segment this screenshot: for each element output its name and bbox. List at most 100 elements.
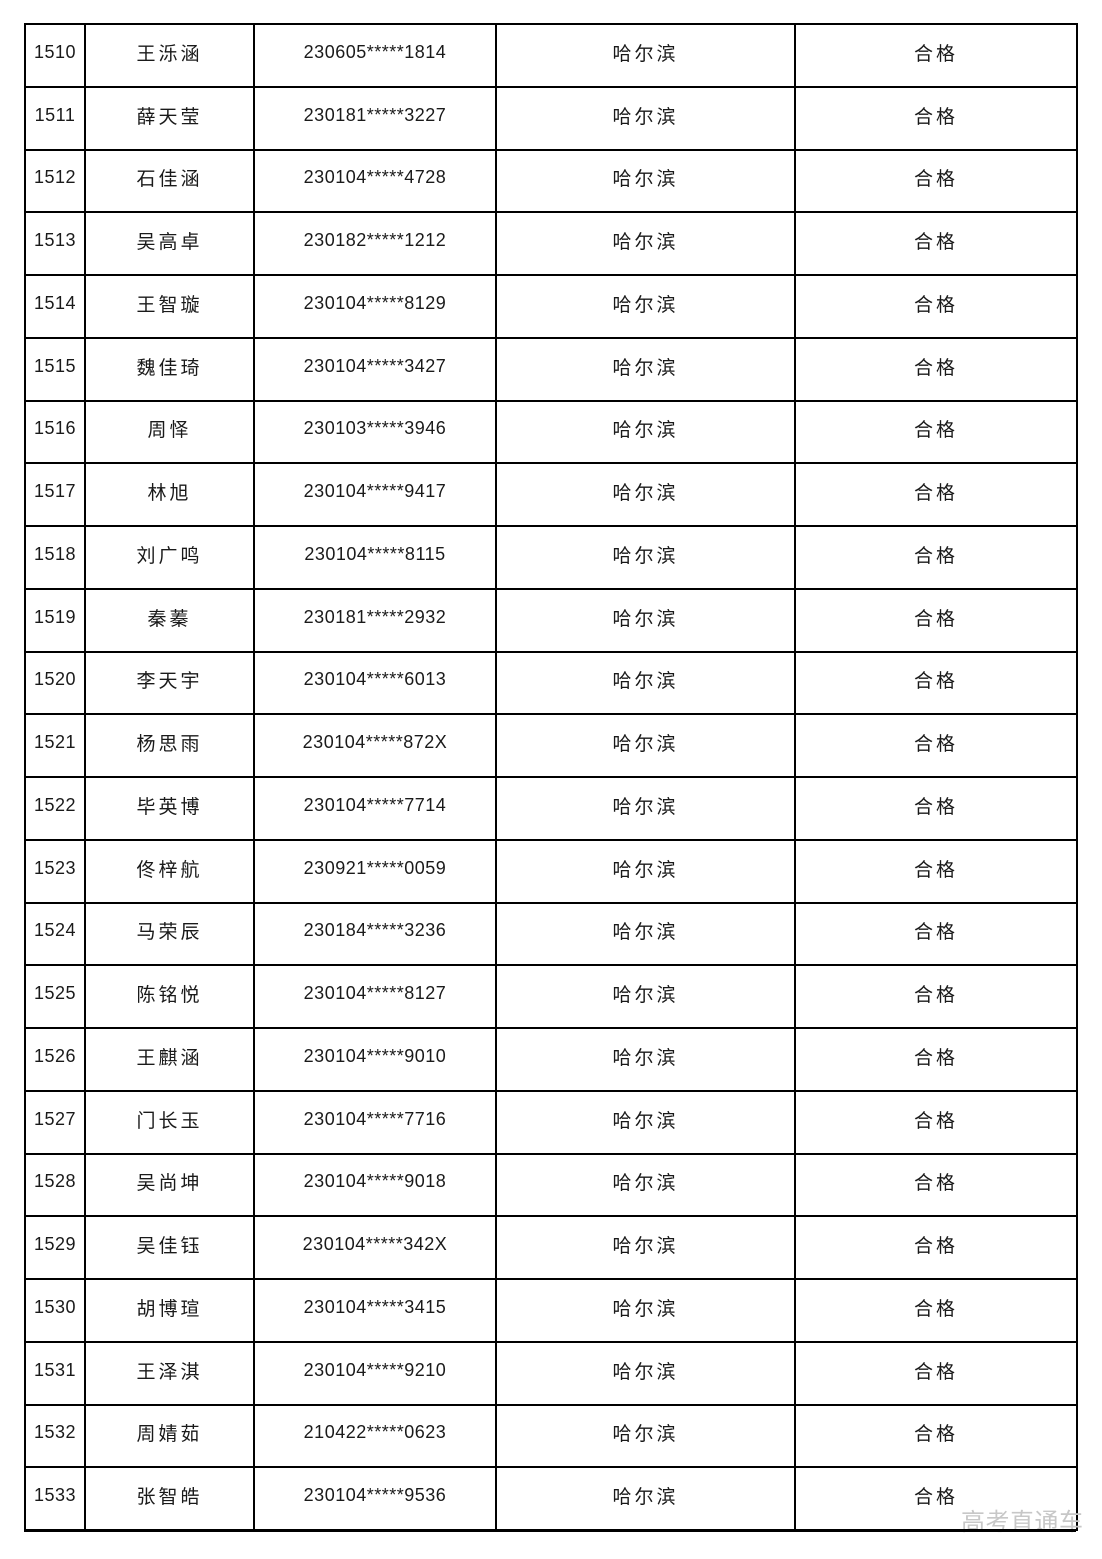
name-cell: 吴尚坤: [84, 1152, 255, 1218]
table-row: 1525 陈铭悦 230104*****8127 哈尔滨 合格: [24, 964, 1078, 1029]
id-number-cell: 230104*****4728: [253, 148, 497, 214]
status-cell: 合格: [794, 1152, 1078, 1218]
status-cell: 合格: [794, 587, 1078, 653]
table-body: 1510 王泺涵 230605*****1814 哈尔滨 合格 1511 薛天莹 230181…: [24, 23, 1078, 1531]
status-cell: 合格: [794, 336, 1078, 402]
table-row: 1522 毕英博 230104*****7714 哈尔滨 合格: [24, 776, 1078, 841]
city-cell: 哈尔滨: [495, 1466, 796, 1531]
id-number-cell: 230182*****1212: [253, 211, 497, 276]
id-number-cell: 230921*****0059: [253, 838, 497, 904]
id-number-cell: 230103*****3946: [253, 399, 497, 465]
id-number-cell: 230104*****342X: [253, 1215, 497, 1280]
name-cell: 毕英博: [84, 776, 255, 841]
row-number-cell: 1532: [24, 1403, 86, 1469]
status-cell: 合格: [794, 1215, 1078, 1280]
id-number-cell: 230104*****9010: [253, 1027, 497, 1092]
row-number-cell: 1521: [24, 713, 86, 778]
city-cell: 哈尔滨: [495, 1340, 796, 1406]
table-row: 1519 秦蓁 230181*****2932 哈尔滨 合格: [24, 587, 1078, 653]
name-cell: 周婧茹: [84, 1403, 255, 1469]
city-cell: 哈尔滨: [495, 23, 796, 88]
row-number-cell: 1516: [24, 399, 86, 465]
row-number-cell: 1530: [24, 1278, 86, 1343]
name-cell: 李天宇: [84, 650, 255, 716]
status-cell: 合格: [794, 1340, 1078, 1406]
row-number-cell: 1514: [24, 274, 86, 339]
city-cell: 哈尔滨: [495, 1027, 796, 1092]
status-cell: 合格: [794, 85, 1078, 151]
id-number-cell: 230104*****8127: [253, 964, 497, 1029]
id-number-cell: 230104*****9018: [253, 1152, 497, 1218]
table-bottom-border: [24, 1529, 1076, 1532]
row-number-cell: 1525: [24, 964, 86, 1029]
status-cell: 合格: [794, 901, 1078, 967]
id-number-cell: 230104*****7716: [253, 1089, 497, 1155]
table-row: 1513 吴高卓 230182*****1212 哈尔滨 合格: [24, 211, 1078, 276]
status-cell: 合格: [794, 211, 1078, 276]
row-number-cell: 1518: [24, 525, 86, 590]
id-number-cell: 230104*****9210: [253, 1340, 497, 1406]
table-row: 1523 佟梓航 230921*****0059 哈尔滨 合格: [24, 838, 1078, 904]
city-cell: 哈尔滨: [495, 274, 796, 339]
id-number-cell: 230104*****8129: [253, 274, 497, 339]
name-cell: 马荣辰: [84, 901, 255, 967]
row-number-cell: 1531: [24, 1340, 86, 1406]
city-cell: 哈尔滨: [495, 1278, 796, 1343]
status-cell: 合格: [794, 838, 1078, 904]
city-cell: 哈尔滨: [495, 838, 796, 904]
row-number-cell: 1520: [24, 650, 86, 716]
row-number-cell: 1523: [24, 838, 86, 904]
name-cell: 张智皓: [84, 1466, 255, 1531]
table-row: 1533 张智皓 230104*****9536 哈尔滨 合格: [24, 1466, 1078, 1531]
table-row: 1528 吴尚坤 230104*****9018 哈尔滨 合格: [24, 1152, 1078, 1218]
id-number-cell: 230104*****3415: [253, 1278, 497, 1343]
name-cell: 魏佳琦: [84, 336, 255, 402]
city-cell: 哈尔滨: [495, 148, 796, 214]
id-number-cell: 230104*****3427: [253, 336, 497, 402]
status-cell: 合格: [794, 776, 1078, 841]
table-row: 1512 石佳涵 230104*****4728 哈尔滨 合格: [24, 148, 1078, 214]
city-cell: 哈尔滨: [495, 650, 796, 716]
city-cell: 哈尔滨: [495, 336, 796, 402]
row-number-cell: 1524: [24, 901, 86, 967]
city-cell: 哈尔滨: [495, 964, 796, 1029]
id-number-cell: 230104*****8115: [253, 525, 497, 590]
id-number-cell: 210422*****0623: [253, 1403, 497, 1469]
name-cell: 薛天莹: [84, 85, 255, 151]
name-cell: 胡博瑄: [84, 1278, 255, 1343]
table-row: 1531 王泽淇 230104*****9210 哈尔滨 合格: [24, 1340, 1078, 1406]
name-cell: 杨思雨: [84, 713, 255, 778]
status-cell: 合格: [794, 148, 1078, 214]
city-cell: 哈尔滨: [495, 525, 796, 590]
row-number-cell: 1527: [24, 1089, 86, 1155]
name-cell: 林旭: [84, 462, 255, 527]
city-cell: 哈尔滨: [495, 85, 796, 151]
status-cell: 合格: [794, 964, 1078, 1029]
name-cell: 王智璇: [84, 274, 255, 339]
city-cell: 哈尔滨: [495, 776, 796, 841]
table-row: 1510 王泺涵 230605*****1814 哈尔滨 合格: [24, 23, 1078, 88]
table-row: 1530 胡博瑄 230104*****3415 哈尔滨 合格: [24, 1278, 1078, 1343]
id-number-cell: 230104*****9536: [253, 1466, 497, 1531]
table-row: 1520 李天宇 230104*****6013 哈尔滨 合格: [24, 650, 1078, 716]
id-number-cell: 230184*****3236: [253, 901, 497, 967]
table-row: 1518 刘广鸣 230104*****8115 哈尔滨 合格: [24, 525, 1078, 590]
status-cell: 合格: [794, 1466, 1078, 1531]
status-cell: 合格: [794, 1278, 1078, 1343]
row-number-cell: 1533: [24, 1466, 86, 1531]
table-row: 1527 门长玉 230104*****7716 哈尔滨 合格: [24, 1089, 1078, 1155]
row-number-cell: 1519: [24, 587, 86, 653]
table-row: 1516 周怿 230103*****3946 哈尔滨 合格: [24, 399, 1078, 465]
id-number-cell: 230181*****2932: [253, 587, 497, 653]
results-table: 1510 王泺涵 230605*****1814 哈尔滨 合格 1511 薛天莹 230181…: [24, 23, 1078, 1531]
name-cell: 王泺涵: [84, 23, 255, 88]
table-row: 1524 马荣辰 230184*****3236 哈尔滨 合格: [24, 901, 1078, 967]
table-row: 1511 薛天莹 230181*****3227 哈尔滨 合格: [24, 85, 1078, 151]
row-number-cell: 1526: [24, 1027, 86, 1092]
status-cell: 合格: [794, 650, 1078, 716]
table-row: 1517 林旭 230104*****9417 哈尔滨 合格: [24, 462, 1078, 527]
id-number-cell: 230104*****9417: [253, 462, 497, 527]
row-number-cell: 1512: [24, 148, 86, 214]
name-cell: 吴佳钰: [84, 1215, 255, 1280]
